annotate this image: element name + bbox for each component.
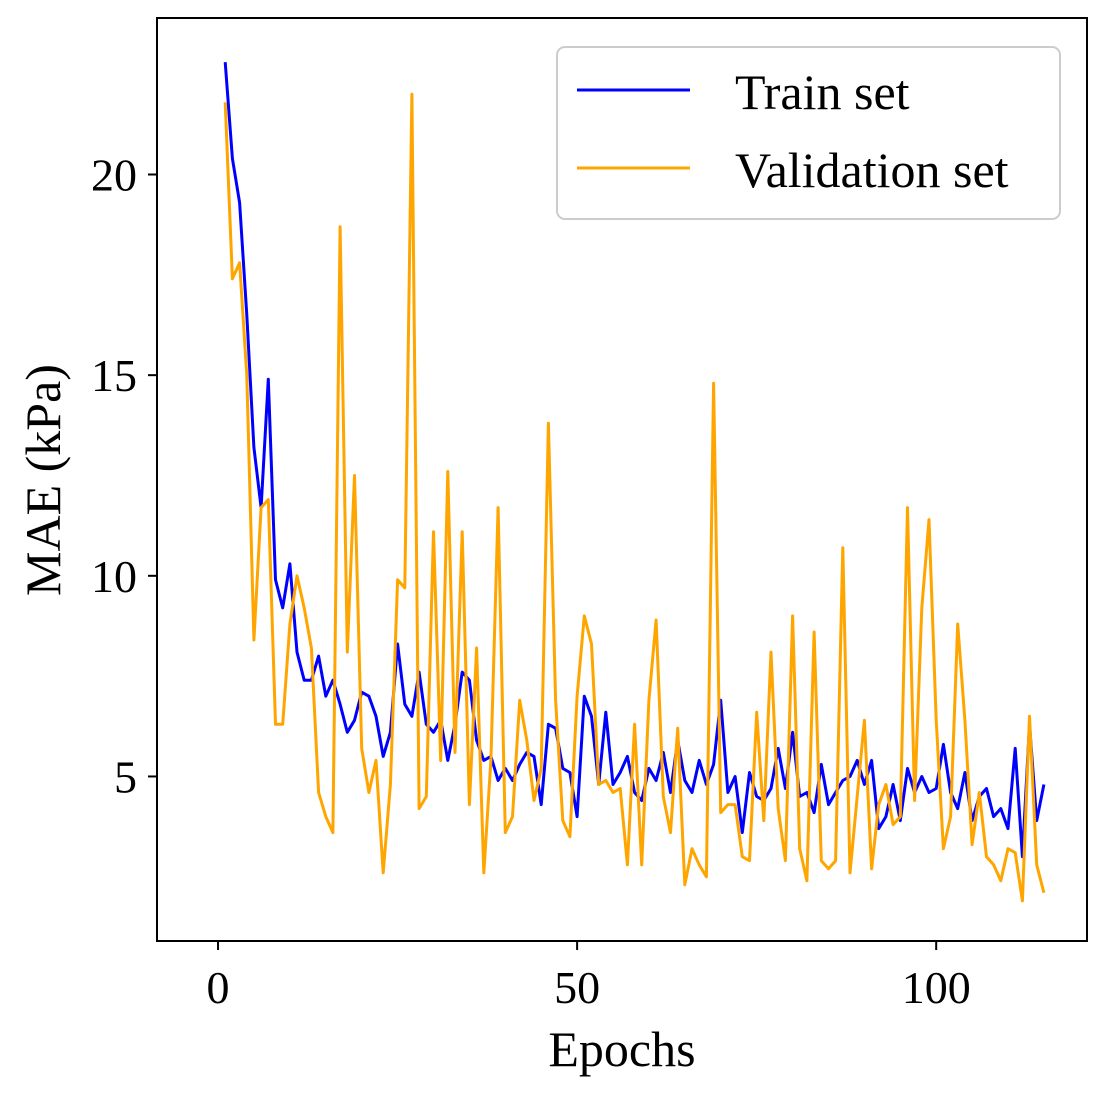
x-tick-label: 0 [207,962,230,1013]
y-axis-label: MAE (kPa) [15,364,71,596]
y-tick-label: 5 [114,751,137,802]
y-tick-label: 20 [91,150,137,201]
series-line-validation [223,92,1046,903]
legend: Train set Validation set [556,46,1061,220]
y-tick-label: 15 [91,350,137,401]
x-axis-label: Epochs [548,1021,695,1077]
x-axis-ticks: 0 50 100 [207,941,971,1013]
x-tick-label: 50 [554,962,600,1013]
x-tick-label: 100 [902,962,971,1013]
y-tick-label: 10 [91,551,137,602]
y-axis-ticks: 5 10 15 20 [91,150,157,802]
legend-label-train: Train set [735,64,910,120]
series-lines [223,61,1046,903]
legend-label-validation: Validation set [735,142,1009,198]
